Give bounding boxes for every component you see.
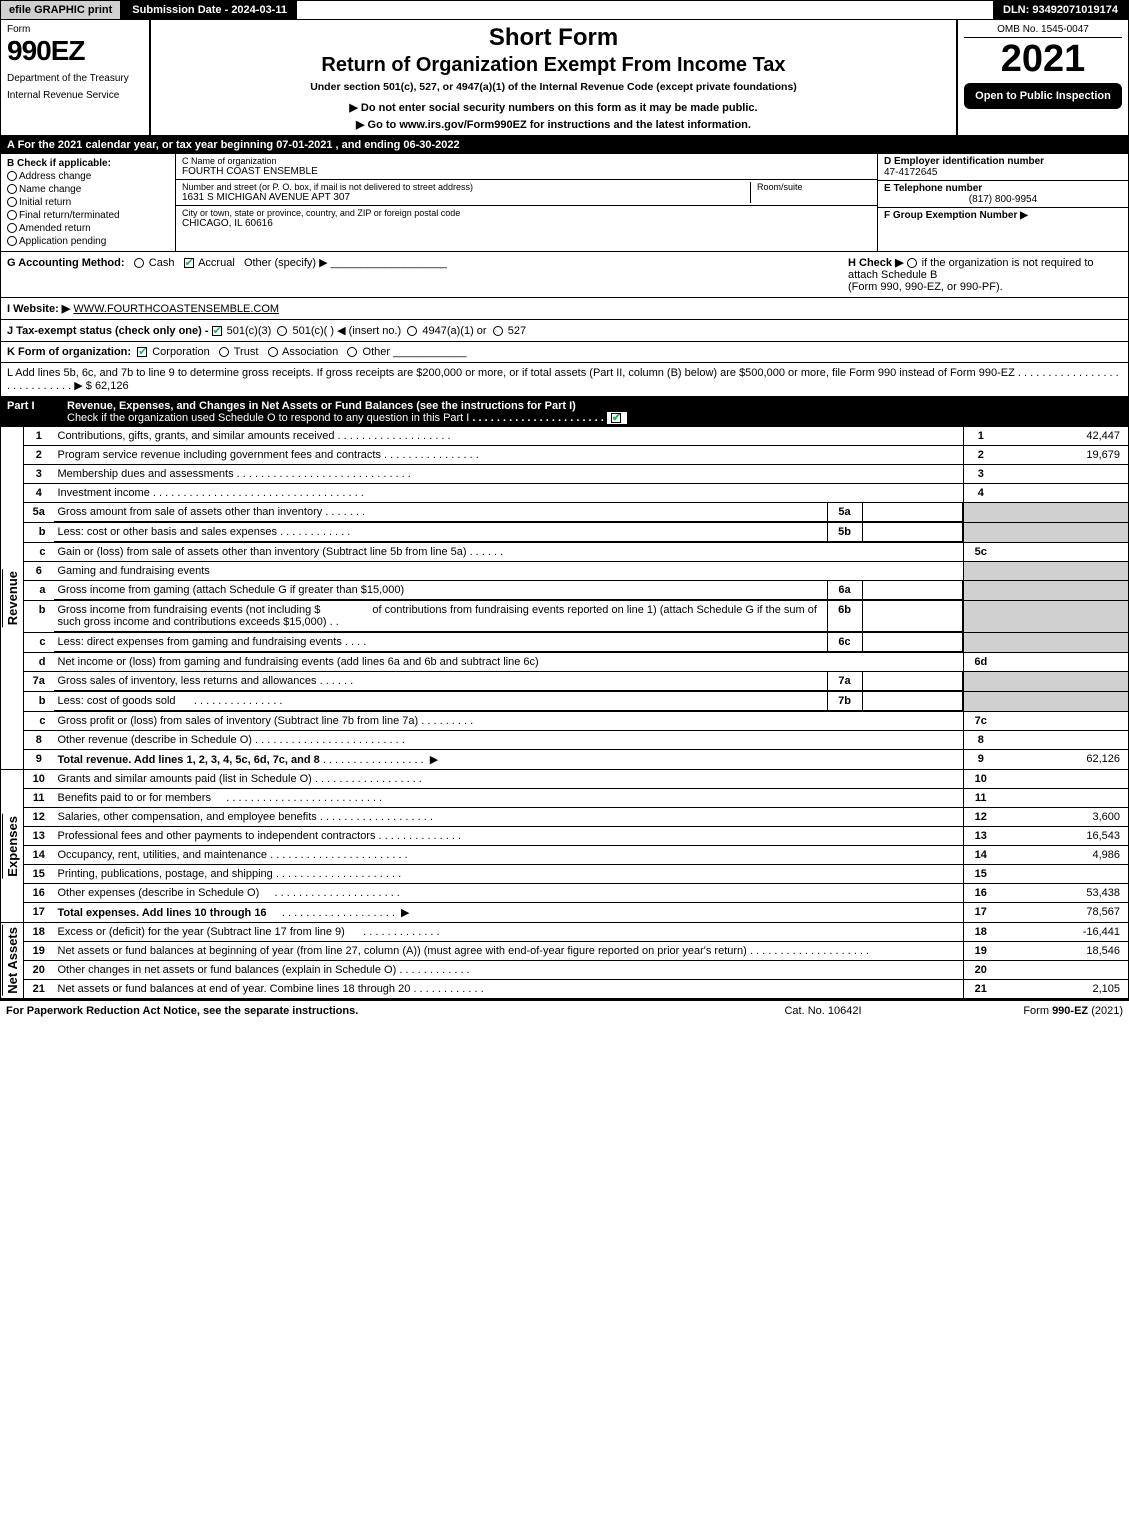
c-street-label: Number and street (or P. O. box, if mail… <box>182 182 744 192</box>
top-bar: efile GRAPHIC print Submission Date - 20… <box>0 0 1129 20</box>
row-gh: G Accounting Method: Cash Accrual Other … <box>0 252 1129 298</box>
row-i-website: I Website: ▶ WWW.FOURTHCOASTENSEMBLE.COM <box>0 298 1129 320</box>
k-trust-radio[interactable] <box>219 347 229 357</box>
part-i-label: Part I <box>7 400 67 424</box>
k-other-radio[interactable] <box>347 347 357 357</box>
b-final-return[interactable]: Final return/terminated <box>7 210 169 221</box>
line-21-value: 2,105 <box>998 980 1128 999</box>
expenses-section: Expenses 10Grants and similar amounts pa… <box>0 770 1129 923</box>
paperwork-notice: For Paperwork Reduction Act Notice, see … <box>6 1005 723 1017</box>
row-l-gross-receipts: L Add lines 5b, 6c, and 7b to line 9 to … <box>0 363 1129 397</box>
under-section: Under section 501(c), 527, or 4947(a)(1)… <box>159 81 948 93</box>
line-13-value: 16,543 <box>998 827 1128 846</box>
line-9-value: 62,126 <box>998 750 1128 770</box>
page-footer: For Paperwork Reduction Act Notice, see … <box>0 999 1129 1021</box>
short-form-title: Short Form <box>159 24 948 52</box>
row-a-tax-year: A For the 2021 calendar year, or tax yea… <box>0 136 1129 154</box>
line-1-value: 42,447 <box>998 427 1128 446</box>
header-left: Form 990EZ Department of the Treasury In… <box>1 20 151 135</box>
g-cash-radio[interactable] <box>134 258 144 268</box>
h-schedule-b: H Check ▶ if the organization is not req… <box>842 256 1122 293</box>
col-c-org-info: C Name of organization FOURTH COAST ENSE… <box>176 154 878 251</box>
j-501c3-checkbox[interactable] <box>212 326 222 336</box>
col-b-check-applicable: B Check if applicable: Address change Na… <box>1 154 176 251</box>
org-name: FOURTH COAST ENSEMBLE <box>182 166 871 177</box>
revenue-label: Revenue <box>2 569 22 627</box>
efile-print-button[interactable]: efile GRAPHIC print <box>1 1 122 19</box>
g-accounting-method: G Accounting Method: Cash Accrual Other … <box>7 256 842 293</box>
line-12-value: 3,600 <box>998 808 1128 827</box>
form-header: Form 990EZ Department of the Treasury In… <box>0 20 1129 136</box>
c-name-label: C Name of organization <box>182 156 871 166</box>
c-city-label: City or town, state or province, country… <box>182 208 871 218</box>
net-assets-table: 18Excess or (deficit) for the year (Subt… <box>23 923 1128 999</box>
expenses-table: 10Grants and similar amounts paid (list … <box>23 770 1128 923</box>
submission-date: Submission Date - 2024-03-11 <box>122 1 298 19</box>
header-center: Short Form Return of Organization Exempt… <box>151 20 958 135</box>
line-18-value: -16,441 <box>998 923 1128 942</box>
j-527-radio[interactable] <box>493 326 503 336</box>
form-footer-ref: Form 990-EZ (2021) <box>923 1005 1123 1017</box>
org-city: CHICAGO, IL 60616 <box>182 218 871 229</box>
org-street: 1631 S MICHIGAN AVENUE APT 307 <box>182 192 744 203</box>
k-corp-checkbox[interactable] <box>137 347 147 357</box>
form-number: 990EZ <box>7 35 143 67</box>
open-public-badge: Open to Public Inspection <box>964 83 1122 109</box>
k-assoc-radio[interactable] <box>268 347 278 357</box>
revenue-table: 1Contributions, gifts, grants, and simil… <box>23 427 1128 770</box>
header-right: OMB No. 1545-0047 2021 Open to Public In… <box>958 20 1128 135</box>
b-application-pending[interactable]: Application pending <box>7 236 169 247</box>
section-bcd: B Check if applicable: Address change Na… <box>0 154 1129 252</box>
line-16-value: 53,438 <box>998 884 1128 903</box>
part-i-title: Revenue, Expenses, and Changes in Net As… <box>67 400 1122 424</box>
no-ssn-notice: ▶ Do not enter social security numbers o… <box>159 101 948 114</box>
e-phone-label: E Telephone number <box>884 183 1122 194</box>
dept-irs: Internal Revenue Service <box>7 90 143 101</box>
cat-number: Cat. No. 10642I <box>723 1005 923 1017</box>
line-19-value: 18,546 <box>998 942 1128 961</box>
form-label: Form <box>7 24 143 35</box>
revenue-section: Revenue 1Contributions, gifts, grants, a… <box>0 427 1129 770</box>
h-check-radio[interactable] <box>907 258 917 268</box>
website-link[interactable]: WWW.FOURTHCOASTENSEMBLE.COM <box>73 303 279 315</box>
line-2-value: 19,679 <box>998 446 1128 465</box>
omb-number: OMB No. 1545-0047 <box>964 24 1122 38</box>
col-d-identifiers: D Employer identification number 47-4172… <box>878 154 1128 251</box>
dept-treasury: Department of the Treasury <box>7 73 143 84</box>
return-title: Return of Organization Exempt From Incom… <box>159 54 948 77</box>
b-name-change[interactable]: Name change <box>7 184 169 195</box>
goto-link[interactable]: ▶ Go to www.irs.gov/Form990EZ for instru… <box>159 118 948 131</box>
b-heading: B Check if applicable: <box>7 158 169 169</box>
j-4947-radio[interactable] <box>407 326 417 336</box>
gross-receipts-amount: $ 62,126 <box>86 380 129 392</box>
b-initial-return[interactable]: Initial return <box>7 197 169 208</box>
ein-value: 47-4172645 <box>884 167 1122 178</box>
j-501c-radio[interactable] <box>277 326 287 336</box>
net-assets-label: Net Assets <box>2 925 22 996</box>
b-address-change[interactable]: Address change <box>7 171 169 182</box>
c-room-label: Room/suite <box>757 182 871 192</box>
b-amended-return[interactable]: Amended return <box>7 223 169 234</box>
dln: DLN: 93492071019174 <box>993 1 1128 19</box>
expenses-label: Expenses <box>2 814 22 879</box>
row-j-tax-exempt: J Tax-exempt status (check only one) - 5… <box>0 320 1129 342</box>
g-accrual-checkbox[interactable] <box>184 258 194 268</box>
f-group-label: F Group Exemption Number ▶ <box>884 210 1122 221</box>
part-i-header: Part I Revenue, Expenses, and Changes in… <box>0 397 1129 427</box>
line-17-value: 78,567 <box>998 903 1128 923</box>
schedule-o-checkbox[interactable] <box>611 413 621 423</box>
line-14-value: 4,986 <box>998 846 1128 865</box>
d-ein-label: D Employer identification number <box>884 156 1122 167</box>
net-assets-section: Net Assets 18Excess or (deficit) for the… <box>0 923 1129 999</box>
phone-value: (817) 800-9954 <box>884 194 1122 205</box>
tax-year: 2021 <box>964 38 1122 81</box>
row-k-form-org: K Form of organization: Corporation Trus… <box>0 342 1129 363</box>
